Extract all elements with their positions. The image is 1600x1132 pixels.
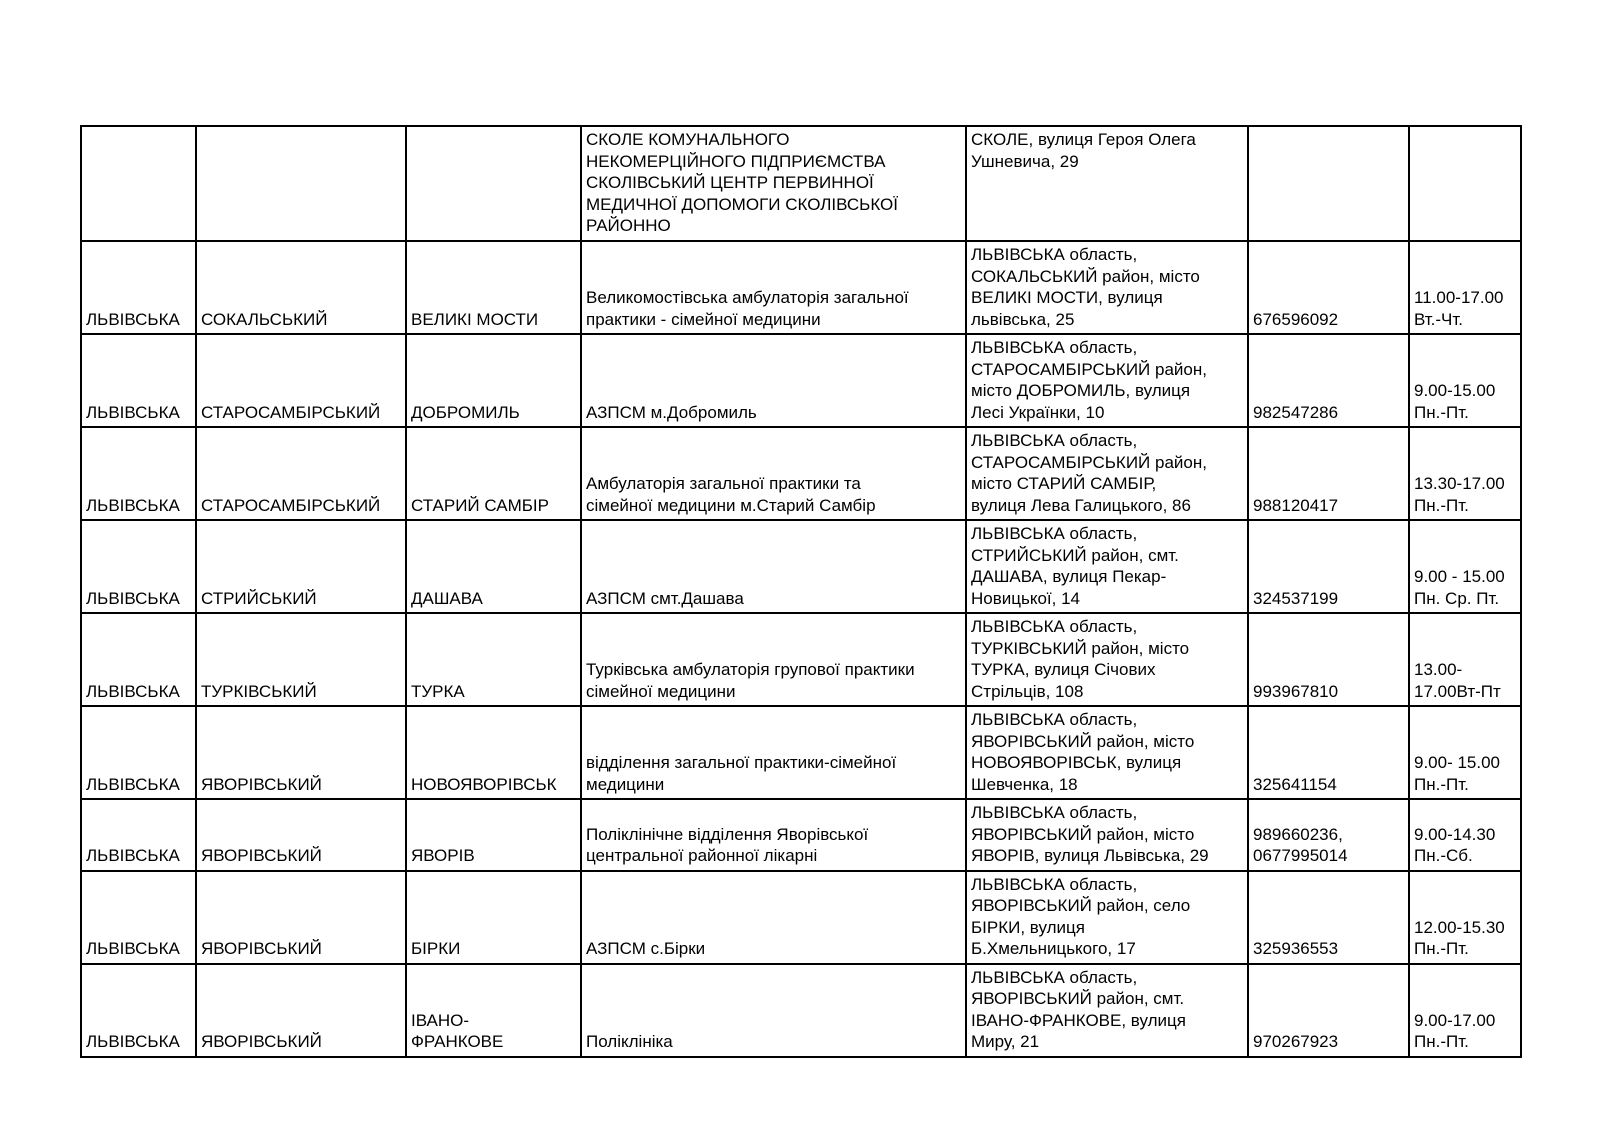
cell-facility: Турківська амбулаторія групової практики… (580, 612, 967, 707)
cell-hours: 9.00-15.00 Пн.-Пт. (1408, 333, 1522, 428)
cell-hours: 13.00- 17.00Вт-Пт (1408, 612, 1522, 707)
cell-address: ЛЬВІВСЬКА область, СТАРОСАМБІРСЬКИЙ райо… (965, 426, 1249, 521)
cell-settlement: СТАРИЙ САМБІР (405, 426, 582, 521)
cell-settlement: ДОБРОМИЛЬ (405, 333, 582, 428)
cell-hours: 13.30-17.00 Пн.-Пт. (1408, 426, 1522, 521)
cell-address: ЛЬВІВСЬКА область, ЯВОРІВСЬКИЙ район, мі… (965, 798, 1249, 872)
cell-address: ЛЬВІВСЬКА область, СТРИЙСЬКИЙ район, смт… (965, 519, 1249, 614)
cell-phone (1247, 125, 1410, 242)
table-row: ЛЬВІВСЬКА ЯВОРІВСЬКИЙ БІРКИ АЗПСМ с.Бірки ЛЬ… (80, 869, 1522, 965)
cell-region (80, 125, 197, 242)
table-row: ЛЬВІВСЬКА ЯВОРІВСЬКИЙ НОВОЯВОРІВСЬК відділе… (80, 705, 1522, 800)
cell-hours: 9.00-17.00 Пн.-Пт. (1408, 962, 1522, 1058)
cell-facility: відділення загальної практики-сімейної м… (580, 705, 967, 800)
cell-settlement: ІВАНО- ФРАНКОВЕ (405, 962, 582, 1058)
table-row: ЛЬВІВСЬКА ТУРКІВСЬКИЙ ТУРКА Турківська амбу… (80, 612, 1522, 707)
cell-region: ЛЬВІВСЬКА (80, 519, 197, 614)
cell-settlement: ДАШАВА (405, 519, 582, 614)
cell-district (195, 125, 407, 242)
cell-district: ЯВОРІВСЬКИЙ (195, 798, 407, 872)
cell-phone: 325936553 (1247, 869, 1410, 965)
cell-facility: АЗПСМ м.Добромиль (580, 333, 967, 428)
cell-address: ЛЬВІВСЬКА область, ЯВОРІВСЬКИЙ район, см… (965, 962, 1249, 1058)
cell-hours: 11.00-17.00 Вт.-Чт. (1408, 240, 1522, 335)
cell-phone: 982547286 (1247, 333, 1410, 428)
cell-facility: Великомостівська амбулаторія загальної п… (580, 240, 967, 335)
cell-district: ЯВОРІВСЬКИЙ (195, 869, 407, 965)
facilities-table: СКОЛЕ КОМУНАЛЬНОГО НЕКОМЕРЦІЙНОГО ПІДПРИ… (80, 125, 1522, 1058)
cell-district: СОКАЛЬСЬКИЙ (195, 240, 407, 335)
cell-district: СТАРОСАМБІРСЬКИЙ (195, 333, 407, 428)
cell-address: ЛЬВІВСЬКА область, СТАРОСАМБІРСЬКИЙ райо… (965, 333, 1249, 428)
cell-region: ЛЬВІВСЬКА (80, 426, 197, 521)
cell-address: СКОЛЕ, вулиця Героя Олега Ушневича, 29 (965, 125, 1249, 242)
cell-phone: 993967810 (1247, 612, 1410, 707)
cell-hours (1408, 125, 1522, 242)
cell-facility: СКОЛЕ КОМУНАЛЬНОГО НЕКОМЕРЦІЙНОГО ПІДПРИ… (580, 125, 967, 242)
cell-settlement: ВЕЛИКІ МОСТИ (405, 240, 582, 335)
cell-region: ЛЬВІВСЬКА (80, 612, 197, 707)
cell-region: ЛЬВІВСЬКА (80, 869, 197, 965)
table-row: ЛЬВІВСЬКА СТАРОСАМБІРСЬКИЙ ДОБРОМИЛЬ АЗПСМ … (80, 333, 1522, 428)
cell-settlement: БІРКИ (405, 869, 582, 965)
cell-phone: 676596092 (1247, 240, 1410, 335)
facilities-table-body: СКОЛЕ КОМУНАЛЬНОГО НЕКОМЕРЦІЙНОГО ПІДПРИ… (80, 125, 1522, 1058)
cell-district: ЯВОРІВСЬКИЙ (195, 962, 407, 1058)
cell-settlement: ЯВОРІВ (405, 798, 582, 872)
cell-phone: 989660236, 0677995014 (1247, 798, 1410, 872)
table-row: СКОЛЕ КОМУНАЛЬНОГО НЕКОМЕРЦІЙНОГО ПІДПРИ… (80, 125, 1522, 242)
table-row: ЛЬВІВСЬКА СТРИЙСЬКИЙ ДАШАВА АЗПСМ смт.Дашав… (80, 519, 1522, 614)
cell-settlement: ТУРКА (405, 612, 582, 707)
cell-settlement (405, 125, 582, 242)
cell-facility: Поліклініка (580, 962, 967, 1058)
cell-phone: 325641154 (1247, 705, 1410, 800)
cell-address: ЛЬВІВСЬКА область, ЯВОРІВСЬКИЙ район, се… (965, 869, 1249, 965)
table-row: ЛЬВІВСЬКА СТАРОСАМБІРСЬКИЙ СТАРИЙ САМБІР Ам… (80, 426, 1522, 521)
cell-district: ЯВОРІВСЬКИЙ (195, 705, 407, 800)
cell-district: СТРИЙСЬКИЙ (195, 519, 407, 614)
table-row: ЛЬВІВСЬКА ЯВОРІВСЬКИЙ ІВАНО- ФРАНКОВЕ Полік… (80, 962, 1522, 1058)
table-row: ЛЬВІВСЬКА СОКАЛЬСЬКИЙ ВЕЛИКІ МОСТИ Великомо… (80, 240, 1522, 335)
cell-facility: Поліклінічне відділення Яворівської цент… (580, 798, 967, 872)
cell-region: ЛЬВІВСЬКА (80, 333, 197, 428)
cell-address: ЛЬВІВСЬКА область, ТУРКІВСЬКИЙ район, мі… (965, 612, 1249, 707)
cell-phone: 988120417 (1247, 426, 1410, 521)
cell-hours: 9.00-14.30 Пн.-Сб. (1408, 798, 1522, 872)
cell-facility: АЗПСМ смт.Дашава (580, 519, 967, 614)
cell-region: ЛЬВІВСЬКА (80, 240, 197, 335)
cell-district: СТАРОСАМБІРСЬКИЙ (195, 426, 407, 521)
cell-facility: АЗПСМ с.Бірки (580, 869, 967, 965)
cell-region: ЛЬВІВСЬКА (80, 962, 197, 1058)
cell-hours: 12.00-15.30 Пн.-Пт. (1408, 869, 1522, 965)
cell-hours: 9.00 - 15.00 Пн. Ср. Пт. (1408, 519, 1522, 614)
cell-address: ЛЬВІВСЬКА область, ЯВОРІВСЬКИЙ район, мі… (965, 705, 1249, 800)
cell-region: ЛЬВІВСЬКА (80, 705, 197, 800)
cell-hours: 9.00- 15.00 Пн.-Пт. (1408, 705, 1522, 800)
cell-district: ТУРКІВСЬКИЙ (195, 612, 407, 707)
cell-address: ЛЬВІВСЬКА область, СОКАЛЬСЬКИЙ район, мі… (965, 240, 1249, 335)
table-row: ЛЬВІВСЬКА ЯВОРІВСЬКИЙ ЯВОРІВ Поліклінічне в… (80, 798, 1522, 872)
cell-phone: 970267923 (1247, 962, 1410, 1058)
cell-settlement: НОВОЯВОРІВСЬК (405, 705, 582, 800)
cell-phone: 324537199 (1247, 519, 1410, 614)
cell-facility: Амбулаторія загальної практики та сімейн… (580, 426, 967, 521)
cell-region: ЛЬВІВСЬКА (80, 798, 197, 872)
